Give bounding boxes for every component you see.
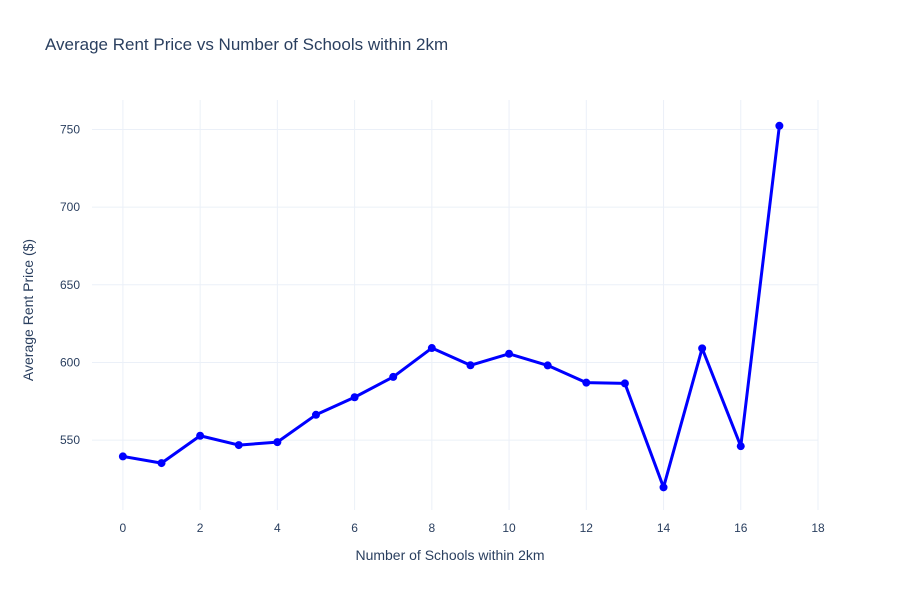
y-tick-label: 550 xyxy=(60,433,80,447)
data-point-marker xyxy=(427,344,436,353)
data-point-marker xyxy=(466,361,475,370)
data-point-marker xyxy=(505,349,514,358)
data-point-marker xyxy=(775,121,784,130)
y-axis-ticks: 550 600 650 700 750 xyxy=(60,123,80,448)
x-axis-title: Number of Schools within 2km xyxy=(355,547,544,563)
x-tick-label: 8 xyxy=(428,521,435,535)
data-point-marker xyxy=(311,410,320,419)
x-tick-label: 10 xyxy=(502,521,516,535)
x-tick-label: 2 xyxy=(197,521,204,535)
data-point-marker xyxy=(736,442,745,451)
x-tick-label: 14 xyxy=(657,521,671,535)
data-point-marker xyxy=(273,438,282,447)
data-point-marker xyxy=(389,372,398,381)
data-point-marker xyxy=(543,361,552,370)
x-tick-label: 4 xyxy=(274,521,281,535)
data-point-marker xyxy=(118,452,127,461)
y-tick-label: 650 xyxy=(60,278,80,292)
data-point-marker xyxy=(620,379,629,388)
chart-title: Average Rent Price vs Number of Schools … xyxy=(45,35,448,54)
x-tick-label: 16 xyxy=(734,521,748,535)
data-point-marker xyxy=(196,431,205,440)
y-tick-label: 700 xyxy=(60,200,80,214)
y-tick-label: 600 xyxy=(60,355,80,369)
data-point-marker xyxy=(582,378,591,387)
rent-price-line xyxy=(122,125,781,489)
data-point-marker xyxy=(350,393,359,402)
x-tick-label: 18 xyxy=(811,521,825,535)
series-layer xyxy=(118,121,784,492)
y-tick-label: 750 xyxy=(60,123,80,137)
x-tick-label: 12 xyxy=(580,521,594,535)
data-point-marker xyxy=(234,441,243,450)
x-tick-label: 0 xyxy=(120,521,127,535)
data-point-marker xyxy=(659,483,668,492)
y-axis-title: Average Rent Price ($) xyxy=(20,239,36,381)
x-axis-ticks: 0 2 4 6 8 10 12 14 16 18 xyxy=(120,521,825,535)
x-tick-label: 6 xyxy=(351,521,358,535)
data-point-marker xyxy=(698,344,707,353)
data-point-marker xyxy=(157,459,166,468)
